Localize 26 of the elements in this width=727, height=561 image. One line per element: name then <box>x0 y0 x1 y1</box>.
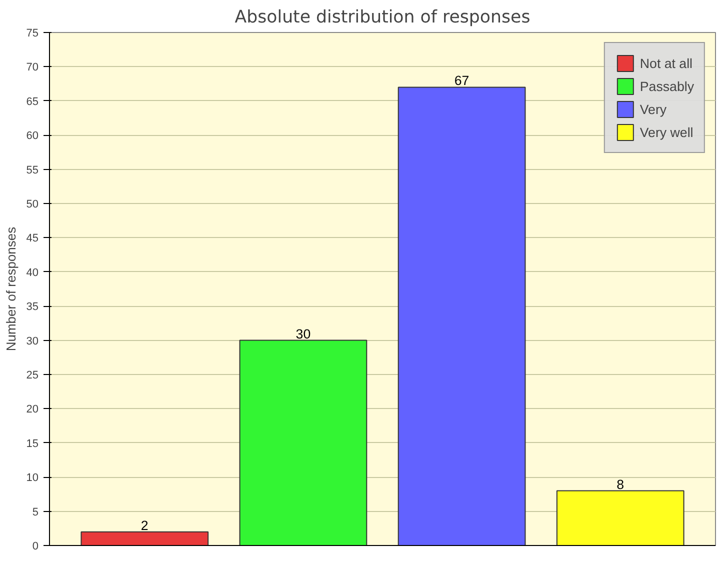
data-label: 8 <box>616 476 624 492</box>
data-label: 67 <box>454 73 470 88</box>
y-tick-label: 45 <box>26 232 39 245</box>
y-tick-label: 30 <box>26 335 39 348</box>
chart-title: Absolute distribution of responses <box>234 8 530 28</box>
y-tick-label: 60 <box>26 130 39 142</box>
y-tick-label: 35 <box>26 301 39 314</box>
data-label: 30 <box>296 326 311 342</box>
y-tick-label: 10 <box>26 472 39 484</box>
y-tick-label: 15 <box>26 438 39 450</box>
y-tick-label: 55 <box>26 164 39 176</box>
y-tick-label: 20 <box>26 404 39 416</box>
y-tick-label: 25 <box>26 370 39 382</box>
y-tick-label: 5 <box>32 506 39 518</box>
data-label: 2 <box>140 518 148 533</box>
legend-label: Very well <box>640 124 694 140</box>
y-tick-label: 40 <box>26 266 39 279</box>
y-tick-label: 65 <box>26 96 39 108</box>
y-tick-label: 50 <box>26 198 39 210</box>
legend-label: Not at all <box>640 56 693 70</box>
y-tick-label: 75 <box>26 28 39 40</box>
legend-label: Very <box>640 102 667 116</box>
y-tick-label: 70 <box>26 62 39 74</box>
y-tick-label: 0 <box>32 540 39 552</box>
legend-label: Passably <box>640 78 694 94</box>
y-axis-title: Number of responses <box>3 226 18 352</box>
